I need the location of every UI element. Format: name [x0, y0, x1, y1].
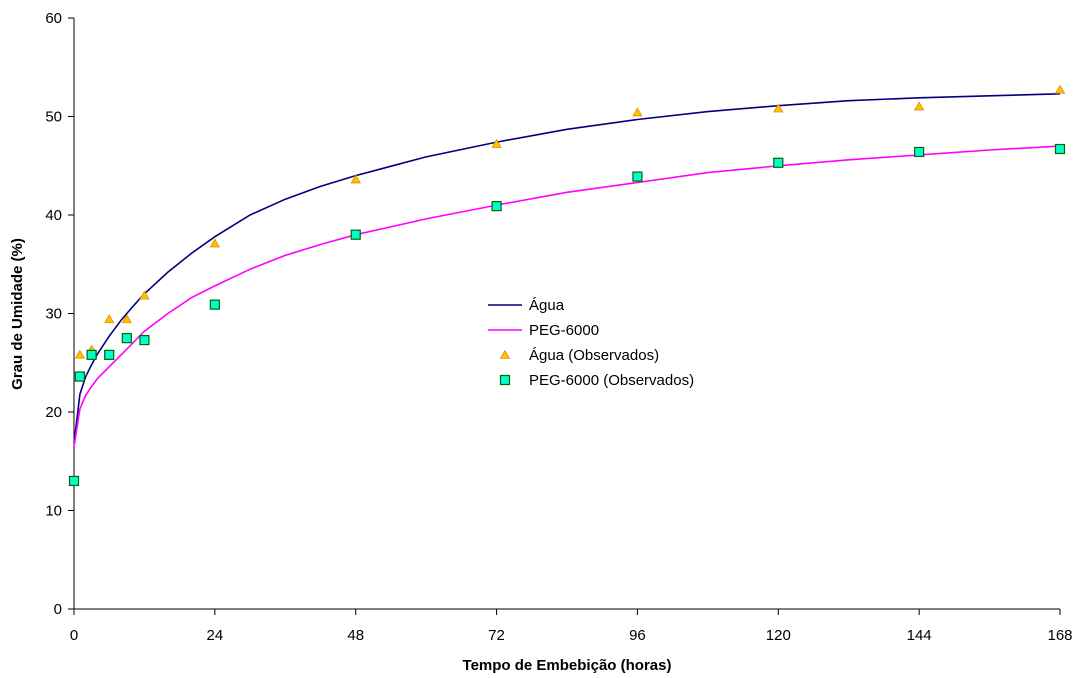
data-point-triangle [1054, 84, 1066, 94]
data-point-triangle [632, 107, 643, 117]
legend-swatch-square [499, 374, 511, 386]
legend-label: Água [529, 297, 565, 314]
x-tick-label: 48 [347, 627, 364, 644]
data-point-square [139, 334, 150, 346]
data-point-square [1054, 143, 1066, 155]
x-tick-label: 120 [766, 627, 791, 644]
data-point-triangle [121, 314, 133, 324]
x-tick-label: 96 [629, 627, 646, 644]
data-point-triangle [104, 314, 115, 324]
y-tick-label: 10 [45, 503, 62, 520]
series-line-2 [73, 145, 1061, 447]
x-tick-label: 168 [1047, 627, 1072, 644]
y-tick-label: 20 [45, 404, 62, 421]
y-axis-title: Grau de Umidade (%) [9, 238, 26, 390]
data-point-square [86, 349, 97, 360]
x-tick-label: 0 [70, 627, 78, 644]
data-point-square [68, 475, 80, 487]
legend-label: Água (Observados) [529, 347, 659, 364]
series-line-1 [73, 93, 1061, 444]
data-point-triangle [139, 290, 150, 300]
data-point-triangle [773, 103, 784, 113]
data-point-square [121, 333, 132, 344]
y-tick-label: 0 [54, 601, 62, 618]
data-point-square [104, 349, 115, 360]
data-point-square [74, 371, 85, 382]
legend: Água PEG-6000 Água (Observados) PEG-6000 (O… [488, 297, 694, 389]
x-axis-title: Tempo de Embebição (horas) [463, 657, 672, 674]
data-point-square [491, 201, 502, 212]
data-point-square [632, 171, 643, 182]
data-point-square [914, 146, 925, 158]
data-point-square [350, 229, 361, 240]
data-point-triangle [209, 238, 221, 248]
series-layer [73, 93, 1061, 447]
axes: 0 10 20 30 40 50 60 0 24 48 72 96 120 144 168 [45, 10, 1072, 644]
markers-layer [68, 84, 1066, 487]
data-point-triangle [74, 349, 86, 359]
x-tick-label: 24 [207, 627, 224, 644]
y-tick-label: 50 [45, 109, 62, 126]
data-point-triangle [350, 174, 361, 184]
legend-swatch-triangle [499, 349, 511, 359]
legend-label: PEG-6000 (Observados) [529, 372, 694, 389]
data-point-square [209, 299, 220, 310]
data-point-triangle [913, 101, 925, 111]
y-tick-label: 30 [45, 306, 62, 323]
x-tick-label: 144 [907, 627, 932, 644]
legend-label: PEG-6000 [529, 322, 599, 339]
y-tick-label: 40 [45, 207, 62, 224]
data-point-triangle [491, 138, 502, 148]
data-point-square [773, 157, 784, 168]
y-tick-label: 60 [45, 10, 62, 27]
x-tick-label: 72 [488, 627, 505, 644]
